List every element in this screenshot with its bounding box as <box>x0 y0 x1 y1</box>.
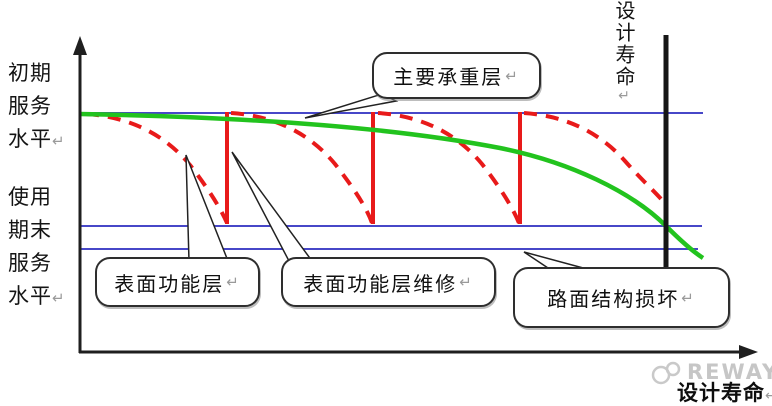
return-mark-icon: ↵ <box>681 288 696 307</box>
pointer-surface-layer-maintenance <box>231 151 314 262</box>
design-life-x-axis-text: 设计寿命 <box>677 381 765 405</box>
initial-service-level-label: 初期服务水平↵ <box>8 61 66 151</box>
terminal-service-level-label: 使用期末服务水平↵ <box>8 185 66 308</box>
callout-surface-functional-layer: 表面功能层 ↵ <box>95 257 260 307</box>
return-mark-icon: ↵ <box>505 66 520 85</box>
return-mark-icon: ↵ <box>459 273 474 291</box>
callout-pavement-structure-damage: 路面结构损坏 ↵ <box>513 267 730 328</box>
callout-surface-layer-maintenance-text: 表面功能层维修 <box>303 271 458 296</box>
callout-main-bearing-layer: 主要承重层 ↵ <box>372 52 541 99</box>
reway-logo-icon <box>651 361 681 385</box>
design-life-vertical-label: 设计寿命↵ <box>611 0 637 122</box>
decay-curve-2 <box>230 111 374 224</box>
main-bearing-layer-curve <box>79 111 705 260</box>
decay-curve-4 <box>523 111 664 202</box>
terminal-service-level-text: 使用期末服务水平 <box>8 185 52 308</box>
pointer-surface-functional-layer <box>185 154 230 262</box>
return-mark-icon: ↵ <box>616 88 632 104</box>
reway-watermark: REWAY <box>648 358 772 386</box>
callout-surface-functional-layer-text: 表面功能层 <box>114 271 225 296</box>
callout-surface-layer-maintenance: 表面功能层维修 ↵ <box>281 257 496 307</box>
reway-watermark-text: REWAY <box>687 360 772 384</box>
return-mark-icon: ↵ <box>226 273 241 291</box>
return-mark-icon: ↵ <box>765 388 772 404</box>
callout-pavement-structure-damage-text: 路面结构损坏 <box>547 287 680 311</box>
y-axis-arrow-icon <box>73 36 87 55</box>
callout-main-bearing-layer-text: 主要承重层 <box>393 65 504 89</box>
x-axis-arrow-icon <box>739 345 758 359</box>
design-life-x-axis-label: 设计寿命↵ <box>677 377 772 406</box>
initial-service-level-text: 初期服务水平 <box>8 61 52 151</box>
design-life-vertical-text: 设计寿命 <box>612 0 636 88</box>
decay-curve-3 <box>377 111 521 224</box>
